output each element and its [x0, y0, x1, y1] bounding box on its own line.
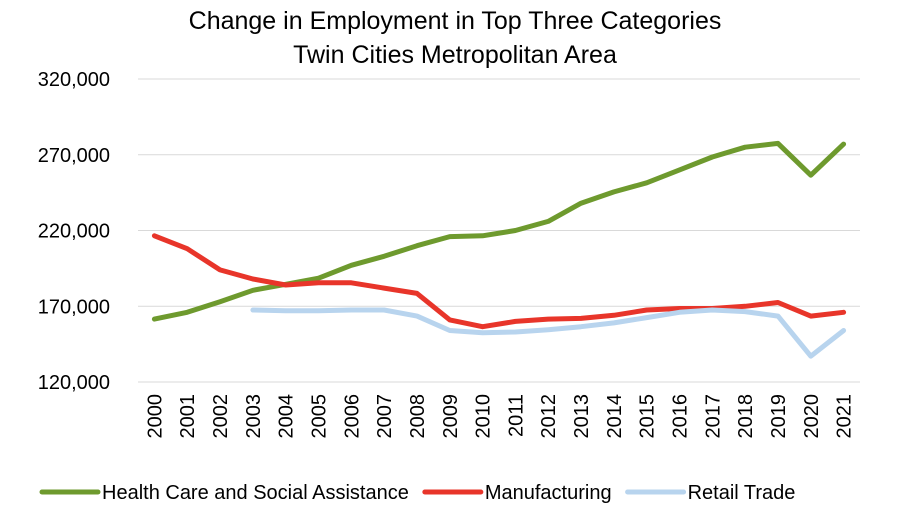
x-tick-label: 2013: [571, 394, 593, 439]
x-tick-label: 2004: [276, 394, 298, 439]
x-tick-label: 2017: [702, 394, 724, 439]
series-lines: [151, 140, 847, 359]
x-axis-ticks: 2000 2001 2002 2003 2004 2005 2006 2007 2008 2009…: [144, 394, 855, 439]
x-tick-label: 2009: [440, 394, 462, 439]
x-tick-label: 2007: [374, 394, 396, 439]
legend-entry: Retail Trade: [688, 482, 796, 504]
legend-entry: Manufacturing: [485, 482, 612, 504]
series-line-0: [151, 140, 847, 322]
x-tick-label: 2003: [243, 394, 265, 439]
y-tick-label: 320,000: [38, 69, 110, 91]
x-tick-label: 2019: [768, 394, 790, 439]
chart-subtitle: Twin Cities Metropolitan Area: [293, 41, 617, 69]
y-tick-label: 220,000: [38, 221, 110, 243]
y-tick-label: 270,000: [38, 145, 110, 167]
x-tick-label: 2008: [407, 394, 429, 439]
x-tick-label: 2001: [177, 394, 199, 439]
x-tick-label: 2000: [144, 394, 166, 439]
y-tick-label: 120,000: [38, 372, 110, 394]
x-tick-label: 2002: [210, 394, 232, 439]
legend: Health Care and Social Assistance Manufac…: [39, 482, 796, 504]
x-tick-label: 2006: [341, 394, 363, 439]
x-tick-label: 2011: [505, 394, 527, 437]
x-tick-label: 2012: [538, 394, 560, 439]
x-tick-label: 2020: [801, 394, 823, 439]
series-line-2: [250, 307, 847, 359]
y-axis-ticks: 120,000 170,000 220,000 270,000 320,000: [38, 69, 110, 394]
x-tick-label: 2014: [604, 394, 626, 439]
x-tick-label: 2005: [309, 394, 331, 439]
series-line-1: [151, 233, 847, 330]
legend-entry: Health Care and Social Assistance: [102, 482, 409, 504]
x-tick-label: 2018: [735, 394, 757, 439]
x-tick-label: 2021: [834, 394, 856, 439]
gridlines: [138, 78, 860, 383]
y-tick-label: 170,000: [38, 296, 110, 318]
x-tick-label: 2015: [637, 394, 659, 439]
x-tick-label: 2016: [670, 394, 692, 439]
chart-title: Change in Employment in Top Three Catego…: [189, 7, 722, 35]
x-tick-label: 2010: [473, 394, 495, 439]
